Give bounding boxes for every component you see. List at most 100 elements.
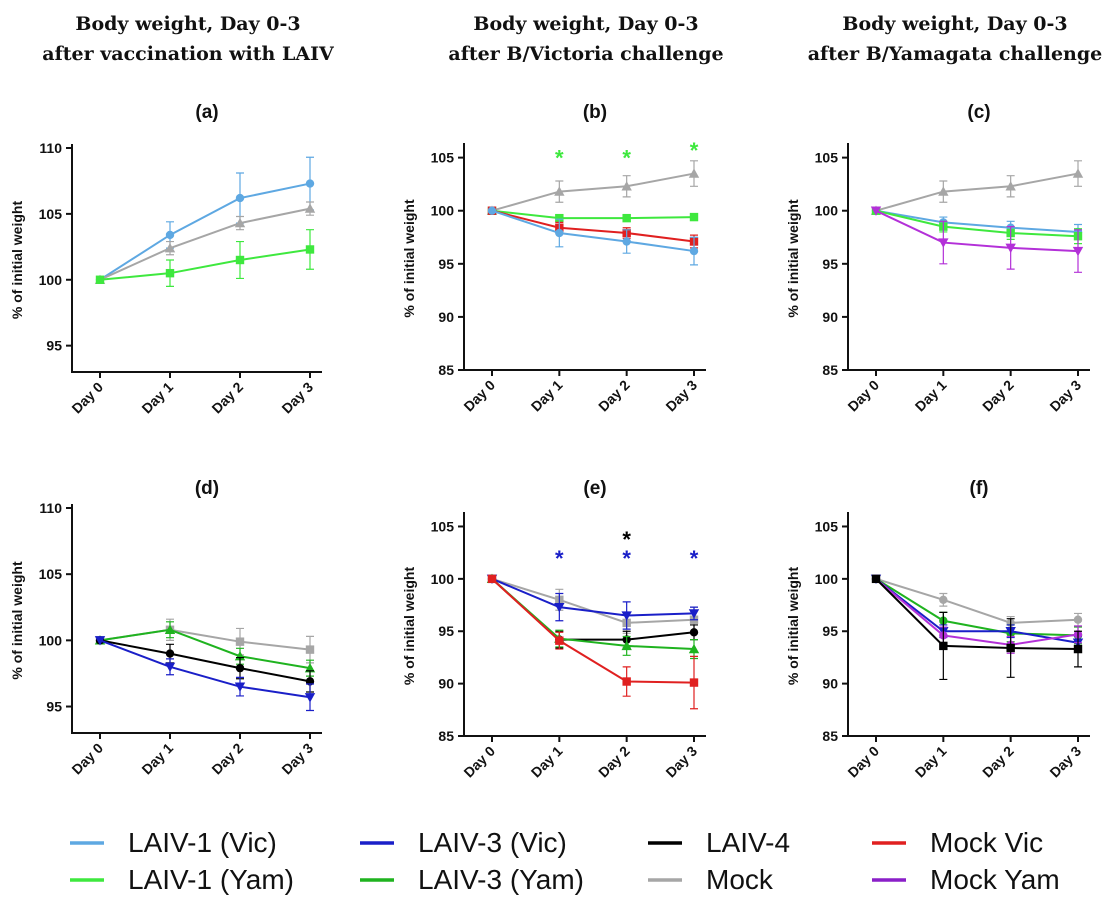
data-point <box>555 228 564 238</box>
panel-label: (b) <box>583 102 607 123</box>
panel-c: (c) % of initial weight 85 90 95 100 105 Day 0 D… <box>785 102 1090 415</box>
significance-star: * <box>690 546 699 571</box>
y-tick-label: 95 <box>438 256 454 272</box>
legend-label: LAIV-1 (Vic) <box>128 827 277 858</box>
data-point <box>304 693 316 703</box>
series-line <box>99 207 311 281</box>
y-tick-label: 95 <box>822 623 838 639</box>
y-tick-label: 100 <box>815 203 839 219</box>
data-point <box>689 212 699 222</box>
data-point <box>938 186 949 196</box>
series-mock <box>870 160 1084 215</box>
x-tick-label: Day 0 <box>844 377 882 415</box>
data-point <box>304 662 316 673</box>
data-point <box>1005 181 1016 191</box>
x-tick-label: Day 2 <box>979 377 1017 415</box>
data-point <box>165 649 175 658</box>
data-point <box>622 237 631 246</box>
column-title-2-line-2: after B/Victoria challenge <box>448 43 723 65</box>
data-point <box>94 636 106 646</box>
series-line <box>99 248 311 281</box>
x-tick-label: Day 1 <box>912 743 950 781</box>
legend-label: Mock Vic <box>930 827 1043 858</box>
data-point <box>1005 243 1016 254</box>
x-tick-label: Day 0 <box>460 377 498 415</box>
data-point <box>871 574 881 584</box>
column-title-2: Body weight, Day 0-3 after B/Victoria ch… <box>448 13 723 65</box>
data-point <box>555 213 564 223</box>
x-tick-label: Day 1 <box>528 377 566 415</box>
series-mock <box>94 201 316 284</box>
legend-item: LAIV-3 (Yam) <box>360 864 584 895</box>
data-point <box>164 242 176 253</box>
panel-b: (b) % of initial weight 85 90 95 100 105 Day 0 D… <box>401 102 706 415</box>
legend-label: LAIV-3 (Vic) <box>418 827 567 858</box>
data-point <box>305 645 315 654</box>
y-tick-label: 110 <box>39 500 62 516</box>
series-line <box>491 209 695 253</box>
data-point <box>304 203 316 213</box>
x-tick-label: Day 2 <box>595 743 633 781</box>
y-tick-label: 95 <box>46 699 62 715</box>
y-axis-label: % of initial weight <box>785 567 801 686</box>
y-tick-label: 85 <box>438 728 454 744</box>
data-point <box>1073 644 1083 654</box>
x-tick-label: Day 2 <box>208 379 246 417</box>
data-point <box>487 574 497 584</box>
legend-item: LAIV-3 (Vic) <box>360 827 567 858</box>
column-title-1-line-2: after vaccination with LAIV <box>42 43 335 65</box>
data-point <box>235 255 245 265</box>
y-tick-label: 95 <box>46 338 62 354</box>
legend-item: LAIV-1 (Vic) <box>70 827 277 858</box>
series-mock-vic <box>487 574 699 710</box>
axis-lines <box>71 144 322 373</box>
data-point <box>554 186 565 196</box>
data-point <box>621 611 632 621</box>
legend-item: LAIV-4 <box>648 827 790 858</box>
data-point <box>1073 615 1083 624</box>
data-point <box>689 628 699 637</box>
y-tick-label: 105 <box>431 518 455 534</box>
data-point <box>165 230 175 240</box>
y-tick-label: 90 <box>438 676 454 692</box>
significance-star: * <box>622 527 631 552</box>
legend-item: Mock Yam <box>872 864 1060 895</box>
data-point <box>621 181 632 191</box>
data-point <box>164 662 176 673</box>
data-point <box>688 168 700 178</box>
significance-star: * <box>622 146 631 171</box>
y-axis-label: % of initial weight <box>9 561 25 680</box>
series-line <box>875 578 1079 651</box>
panel-f: (f) % of initial weight 85 90 95 100 105 Day 0 D… <box>785 478 1090 781</box>
y-tick-label: 100 <box>431 571 455 587</box>
series-line <box>875 578 1079 646</box>
series-line <box>875 209 1079 253</box>
series-mock <box>486 160 700 215</box>
data-point <box>1072 168 1084 178</box>
data-point <box>870 206 882 216</box>
y-tick-label: 85 <box>822 362 838 378</box>
series-line <box>99 628 311 670</box>
panel-label: (c) <box>967 102 990 123</box>
data-point <box>487 206 497 215</box>
y-tick-label: 100 <box>431 203 455 219</box>
y-tick-label: 100 <box>39 272 63 288</box>
data-point <box>235 663 245 673</box>
data-point <box>1006 643 1015 653</box>
series-laiv-3-yam <box>871 574 1083 645</box>
y-axis-label: % of initial weight <box>401 567 417 686</box>
y-tick-label: 85 <box>822 728 838 744</box>
y-tick-label: 105 <box>815 150 839 166</box>
data-point <box>555 636 564 645</box>
panel-label: (f) <box>970 478 989 499</box>
series-line <box>491 577 695 624</box>
series-line <box>99 639 311 683</box>
axis-lines <box>847 143 1090 371</box>
y-tick-label: 85 <box>438 362 454 378</box>
axis-lines <box>463 512 706 737</box>
data-point <box>235 193 245 203</box>
series-line <box>875 577 1079 624</box>
data-point <box>1072 246 1084 257</box>
series-laiv-1-yam <box>95 229 315 287</box>
data-point <box>234 682 246 692</box>
